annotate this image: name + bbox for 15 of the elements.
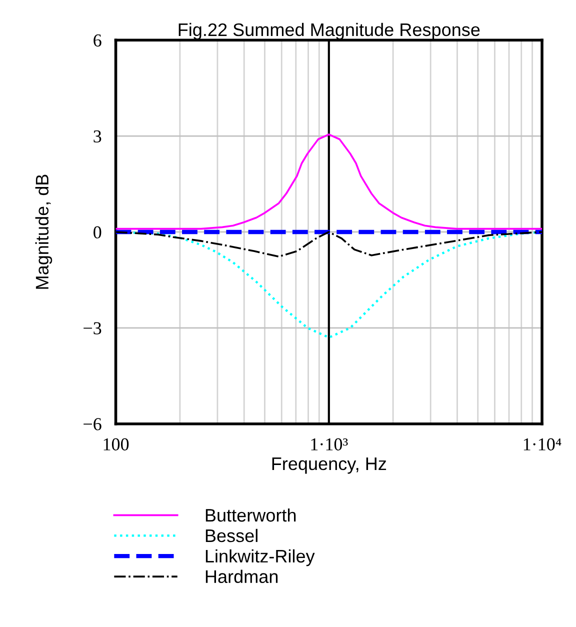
legend-label: Linkwitz-Riley [206,549,315,566]
legend-label: Hardman [206,570,278,584]
y-tick-label: −3 [84,322,102,334]
y-axis-title: Magnitude, dB [35,174,52,289]
legend-label: Bessel [206,528,258,542]
y-tick-label: 6 [94,34,102,47]
chart-title: Fig.22 Summed Magnitude Response [178,22,480,40]
x-tick-label: 1·10⁴ [524,438,562,450]
x-tick-label: 100 [104,438,129,450]
y-tick-label: 0 [94,226,102,238]
x-tick-label: 1·10³ [311,438,348,450]
x-axis-title: Frequency, Hz [272,458,386,474]
y-tick-label: −6 [84,418,102,430]
y-tick-label: 3 [94,130,102,142]
legend-label: Butterworth [206,508,296,522]
